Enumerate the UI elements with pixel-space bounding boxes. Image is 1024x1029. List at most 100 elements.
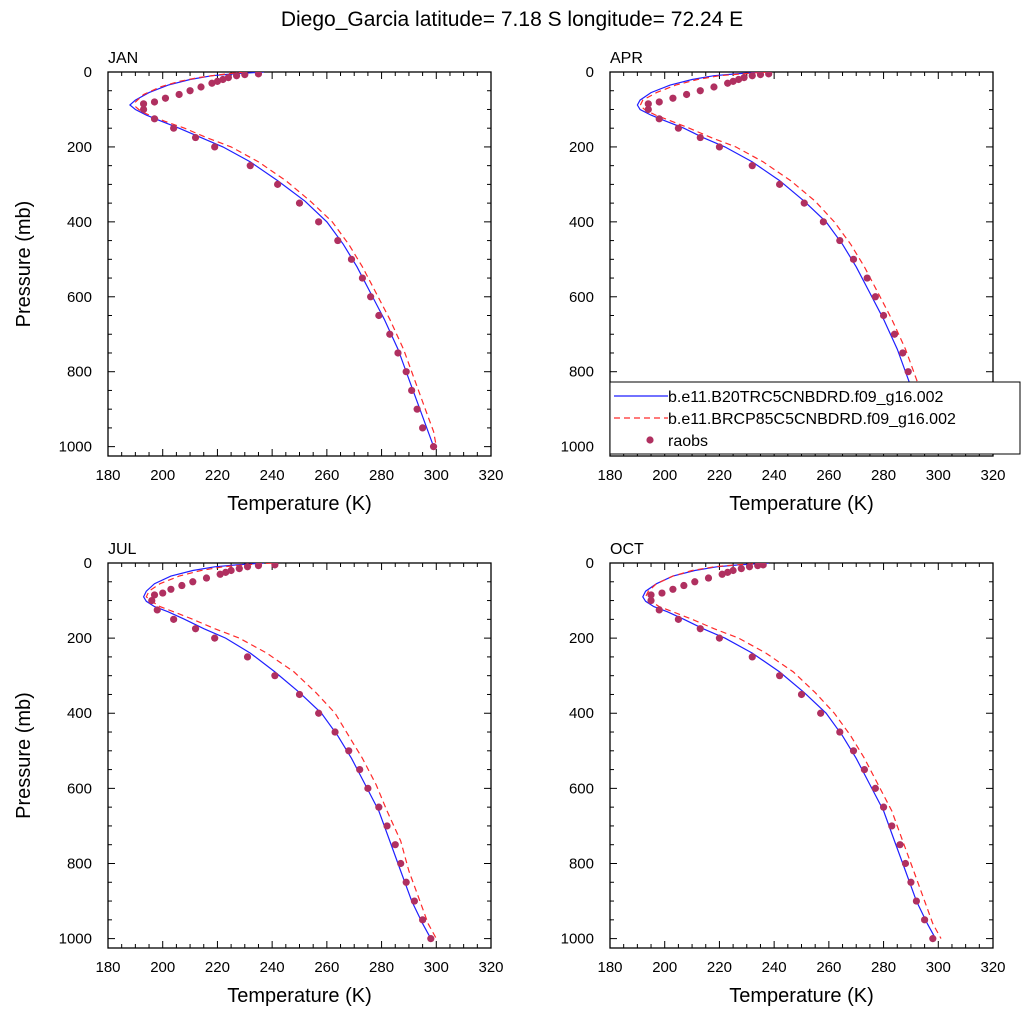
y-tick-label: 800 bbox=[67, 364, 92, 381]
x-axis-label: Temperature (K) bbox=[227, 985, 372, 1007]
raobs-point bbox=[704, 574, 713, 582]
x-tick-label: 220 bbox=[205, 467, 230, 484]
raobs-point bbox=[410, 897, 418, 905]
x-tick-label: 280 bbox=[871, 959, 896, 976]
y-tick-label: 400 bbox=[67, 705, 92, 722]
raobs-point bbox=[863, 274, 871, 282]
panel-title: JUL bbox=[108, 541, 137, 558]
raobs-point bbox=[871, 784, 879, 792]
x-tick-label: 300 bbox=[926, 959, 951, 976]
x-tick-label: 200 bbox=[652, 467, 677, 484]
raobs-point bbox=[208, 79, 216, 87]
raobs-point bbox=[429, 443, 438, 451]
raobs-point bbox=[879, 803, 888, 811]
raobs-point bbox=[334, 236, 342, 245]
raobs-point bbox=[836, 728, 844, 736]
raobs-point bbox=[419, 916, 427, 924]
raobs-point bbox=[202, 574, 211, 582]
y-tick-label: 600 bbox=[67, 780, 92, 797]
x-tick-label: 180 bbox=[597, 467, 622, 484]
x-tick-label: 320 bbox=[478, 467, 503, 484]
raobs-point bbox=[191, 625, 200, 633]
raobs-point bbox=[691, 578, 699, 586]
raobs-point bbox=[243, 653, 252, 661]
x-tick-label: 180 bbox=[95, 467, 120, 484]
raobs-point bbox=[271, 672, 279, 680]
raobs-point bbox=[408, 386, 416, 395]
y-tick-label: 400 bbox=[67, 214, 92, 231]
raobs-point bbox=[167, 585, 175, 593]
x-tick-label: 300 bbox=[424, 467, 449, 484]
raobs-point bbox=[356, 765, 364, 774]
raobs-point bbox=[159, 589, 167, 597]
raobs-point bbox=[860, 765, 869, 774]
x-tick-label: 260 bbox=[314, 467, 339, 484]
raobs-point bbox=[729, 77, 737, 85]
raobs-point bbox=[888, 822, 896, 830]
x-tick-label: 280 bbox=[369, 467, 394, 484]
x-tick-label: 320 bbox=[980, 467, 1005, 484]
y-tick-label: 400 bbox=[569, 705, 594, 722]
y-tick-label: 1000 bbox=[59, 931, 92, 948]
raobs-point bbox=[427, 935, 435, 943]
x-tick-label: 280 bbox=[369, 959, 394, 976]
raobs-point bbox=[896, 841, 904, 849]
y-tick-label: 600 bbox=[569, 780, 594, 797]
raobs-point bbox=[216, 570, 224, 578]
x-tick-label: 300 bbox=[926, 467, 951, 484]
raobs-point bbox=[189, 578, 197, 586]
raobs-point bbox=[271, 563, 279, 569]
raobs-point bbox=[211, 634, 219, 642]
raobs-point bbox=[402, 368, 410, 376]
plot-frame bbox=[107, 562, 492, 949]
raobs-point bbox=[161, 94, 170, 102]
panel-jul: 180 200 220 240 260 280 300 320 0 200 400 600 800 100… bbox=[13, 541, 504, 1007]
y-tick-label: 0 bbox=[84, 555, 92, 572]
raobs-point bbox=[718, 570, 726, 578]
raobs-point bbox=[715, 143, 724, 151]
raobs-point bbox=[904, 368, 912, 376]
raobs-point bbox=[655, 98, 663, 106]
raobs-point bbox=[849, 747, 858, 755]
x-tick-label: 320 bbox=[980, 959, 1005, 976]
raobs-point bbox=[912, 897, 921, 905]
x-axis-label: Temperature (K) bbox=[227, 493, 372, 515]
raobs-point bbox=[745, 563, 754, 571]
raobs-point bbox=[254, 72, 263, 78]
raobs-point bbox=[696, 625, 704, 633]
raobs-point bbox=[186, 87, 194, 95]
raobs-point bbox=[890, 330, 899, 338]
series-group bbox=[128, 72, 438, 451]
y-tick-label: 600 bbox=[67, 289, 92, 306]
raobs-point bbox=[734, 75, 743, 84]
raobs-point bbox=[724, 79, 732, 87]
raobs-point bbox=[150, 98, 159, 106]
raobs-point bbox=[254, 563, 263, 570]
y-tick-label: 800 bbox=[569, 855, 594, 872]
x-tick-label: 240 bbox=[762, 959, 787, 976]
legend-label: b.e11.BRCP85C5CNBDRD.f09_g16.002 bbox=[668, 411, 956, 428]
raobs-point bbox=[674, 124, 682, 132]
plot-frame bbox=[107, 71, 492, 457]
raobs-point bbox=[315, 709, 323, 717]
raobs-point bbox=[358, 274, 367, 282]
raobs-point bbox=[394, 349, 402, 357]
panel-jan: 180 200 220 240 260 280 300 320 0 200 400 600 800 100… bbox=[13, 50, 504, 515]
raobs-point bbox=[295, 690, 304, 699]
y-tick-label: 1000 bbox=[561, 439, 594, 456]
raobs-point bbox=[683, 90, 691, 99]
raobs-point bbox=[729, 566, 737, 575]
raobs-point bbox=[879, 311, 888, 320]
raobs-point bbox=[383, 822, 391, 830]
y-tick-label: 1000 bbox=[59, 439, 92, 456]
series-line-brcp85 bbox=[639, 72, 942, 447]
raobs-point bbox=[345, 747, 353, 755]
raobs-point bbox=[655, 115, 663, 123]
raobs-point bbox=[347, 255, 356, 263]
raobs-point bbox=[724, 568, 732, 576]
raobs-point bbox=[139, 100, 148, 108]
series-line-b20trc5 bbox=[142, 563, 432, 939]
x-axis-label: Temperature (K) bbox=[729, 493, 874, 515]
raobs-point bbox=[644, 100, 652, 108]
